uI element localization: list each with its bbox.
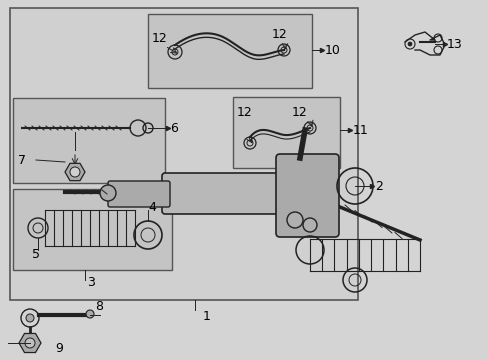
FancyBboxPatch shape [13,189,172,270]
FancyBboxPatch shape [162,173,287,214]
Text: 9: 9 [55,342,63,356]
FancyBboxPatch shape [148,14,311,88]
Circle shape [26,314,34,322]
Text: 5: 5 [32,248,40,261]
Circle shape [25,338,35,348]
Circle shape [100,185,116,201]
Text: 11: 11 [352,123,368,136]
Text: 7: 7 [18,153,26,166]
FancyBboxPatch shape [108,181,170,207]
Text: 8: 8 [95,300,103,312]
Polygon shape [19,333,41,352]
Text: 10: 10 [325,44,340,57]
FancyBboxPatch shape [275,154,338,237]
Text: 12: 12 [152,32,167,45]
FancyBboxPatch shape [10,8,357,300]
Circle shape [70,167,80,177]
Text: 6: 6 [170,122,178,135]
Text: 12: 12 [271,27,287,41]
Text: 2: 2 [374,180,382,193]
FancyBboxPatch shape [232,97,339,168]
Text: 1: 1 [203,310,210,323]
Text: 13: 13 [446,37,462,50]
Text: 12: 12 [291,105,307,118]
Circle shape [86,310,94,318]
Circle shape [286,212,303,228]
Circle shape [407,42,411,46]
Text: 3: 3 [87,276,95,289]
FancyBboxPatch shape [13,98,164,183]
Circle shape [303,218,316,232]
Text: 4: 4 [148,201,156,213]
Polygon shape [65,163,85,181]
Text: 12: 12 [237,105,252,118]
